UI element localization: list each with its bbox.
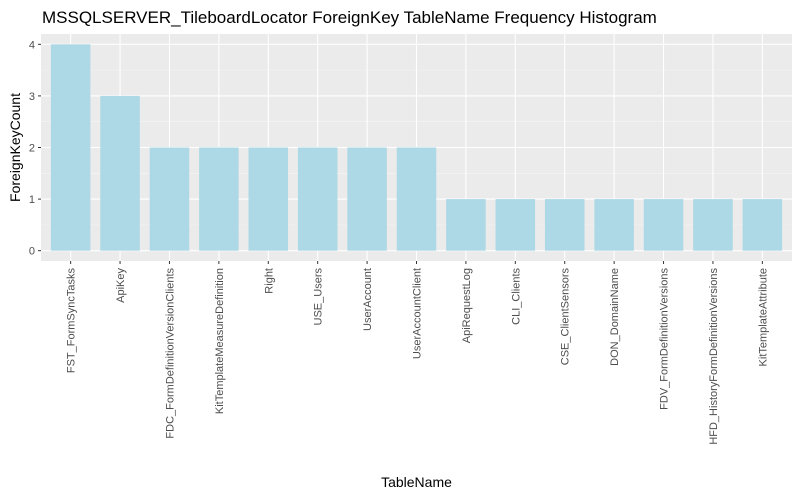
x-tick-label: ApiKey [115, 268, 127, 303]
x-tick-label: HFD_HistoryFormDefinitionVersions [708, 268, 720, 445]
bar [495, 199, 536, 251]
y-tick-label: 0 [29, 246, 35, 258]
bar [446, 199, 486, 251]
y-tick-label: 2 [29, 143, 35, 155]
bar [248, 147, 289, 251]
x-axis-title: TableName [381, 474, 452, 490]
bar [742, 199, 783, 251]
x-tick-label: CSE_ClientSensors [560, 268, 572, 366]
bar [347, 147, 387, 251]
bar [643, 199, 684, 251]
x-tick-label: KitTemplateMeasureDefinition [214, 268, 226, 414]
bars [50, 44, 783, 251]
x-tick-label: Right [263, 268, 275, 294]
bar [100, 95, 140, 251]
bar [297, 147, 338, 251]
bar [693, 199, 733, 251]
x-tick-label: FST_FormSyncTasks [66, 268, 78, 374]
y-tick-label: 3 [29, 91, 35, 103]
bar [396, 147, 437, 251]
x-tick-label: USE_Users [313, 268, 325, 326]
x-tick-label: ApiRequestLog [461, 268, 473, 343]
x-axis: FST_FormSyncTasks ApiKey FDC_FormDefinitio… [66, 261, 769, 445]
y-axis: 0 1 2 3 4 [29, 39, 41, 258]
x-tick-label: CLI_Clients [510, 268, 522, 325]
x-tick-label: FDC_FormDefinitionVersionClients [164, 268, 176, 439]
bar [199, 147, 239, 251]
bar [149, 147, 190, 251]
y-axis-title: ForeignKeyCount [7, 93, 23, 202]
x-tick-label: UserAccountClient [412, 268, 424, 359]
bar [594, 199, 634, 251]
y-tick-label: 1 [29, 194, 35, 206]
x-tick-label: DON_DomainName [609, 268, 621, 366]
x-tick-label: KitTemplateAttribute [757, 268, 769, 366]
x-tick-label: FDV_FormDefinitionVersions [659, 268, 671, 410]
y-tick-label: 4 [29, 39, 35, 51]
x-tick-label: UserAccount [362, 268, 374, 331]
chart-title: MSSQLSERVER_TileboardLocator ForeignKey … [42, 8, 657, 27]
bar [544, 199, 585, 251]
bar [50, 44, 91, 251]
